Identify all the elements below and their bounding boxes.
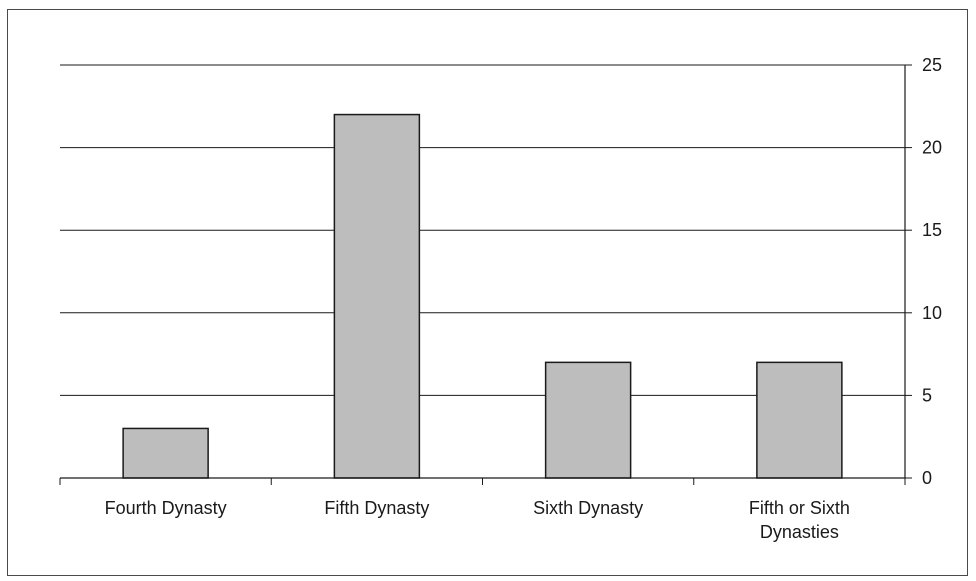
x-category-label-4: Fifth or Sixth Dynasties <box>749 498 850 542</box>
y-tick-label-20: 20 <box>922 138 942 158</box>
chart-frame: 0 5 10 15 20 25 Fourth Dynasty Fifth Dynasty Six… <box>7 9 968 576</box>
x-category-label-3: Sixth Dynasty <box>533 498 643 518</box>
axes <box>59 64 912 485</box>
x-category-label-line: Fifth or Sixth <box>749 498 850 518</box>
labels: 0 5 10 15 20 25 Fourth Dynasty Fifth Dynasty Six… <box>105 55 942 542</box>
bar-2 <box>333 113 421 479</box>
x-category-label-line: Dynasties <box>760 522 839 542</box>
y-tick-label-15: 15 <box>922 220 942 240</box>
x-category-label-line: Fourth Dynasty <box>105 498 227 518</box>
x-category-label-line: Fifth Dynasty <box>324 498 429 518</box>
bar-1 <box>122 427 209 479</box>
gridlines <box>60 64 905 396</box>
bar-4 <box>756 361 843 479</box>
y-tick-label-0: 0 <box>922 468 932 488</box>
bars <box>122 113 843 479</box>
y-tick-label-5: 5 <box>922 385 932 405</box>
bar-chart: 0 5 10 15 20 25 Fourth Dynasty Fifth Dynasty Six… <box>59 55 942 542</box>
y-tick-label-25: 25 <box>922 55 942 75</box>
x-category-label-2: Fifth Dynasty <box>324 498 429 518</box>
y-tick-label-10: 10 <box>922 303 942 323</box>
x-category-label-line: Sixth Dynasty <box>533 498 643 518</box>
bar-3 <box>544 361 632 479</box>
x-category-label-1: Fourth Dynasty <box>105 498 227 518</box>
